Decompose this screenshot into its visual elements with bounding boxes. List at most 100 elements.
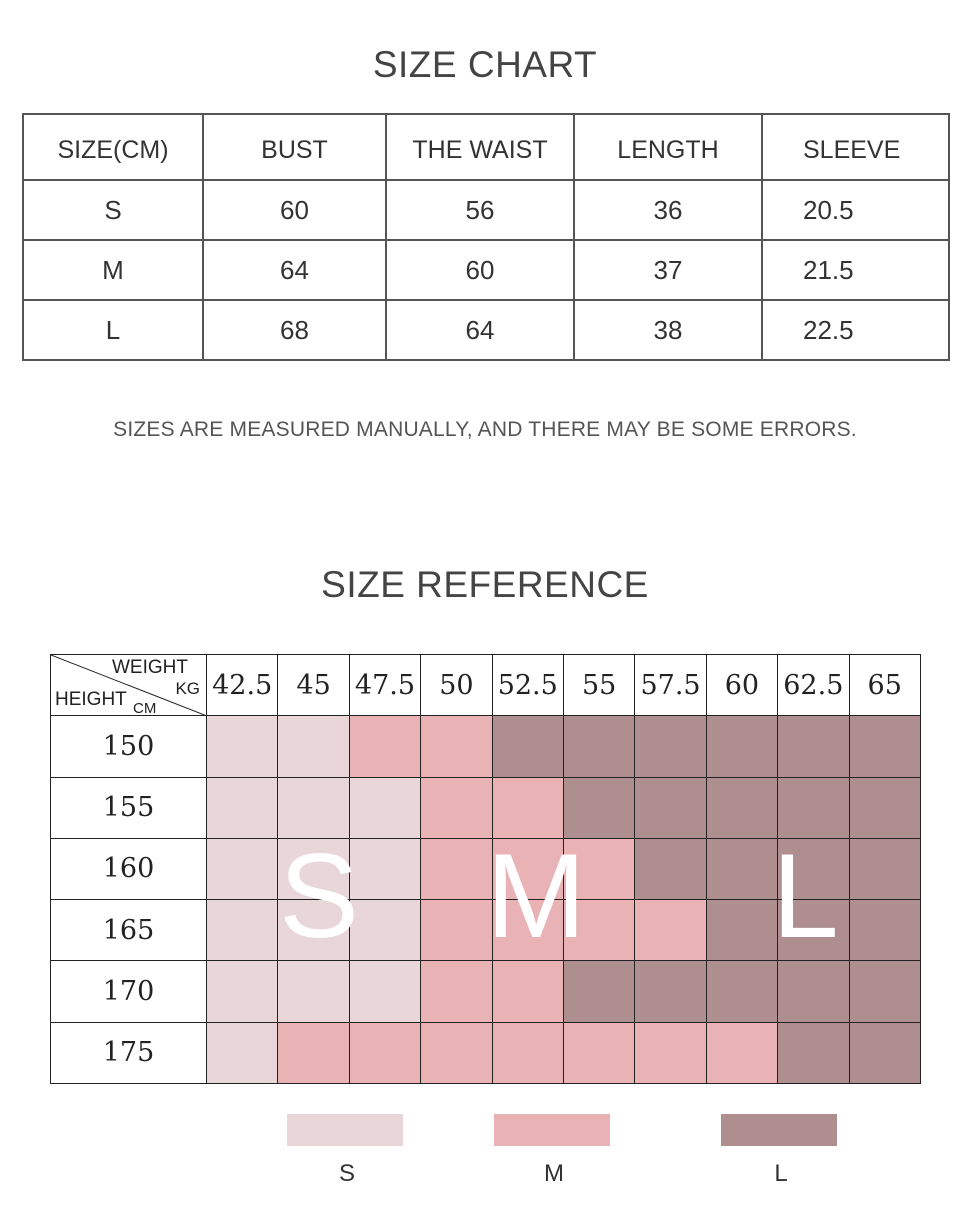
size-l-cell: [705, 776, 779, 839]
size-m-cell: [491, 899, 564, 962]
legend-swatch-s: [287, 1114, 403, 1146]
size-cell: S: [22, 179, 204, 241]
size-l-cell: [634, 837, 707, 901]
sleeve-cell: 22.5: [761, 299, 950, 361]
size-l-cell: [848, 960, 921, 1023]
weight-header-cell: 52.5: [491, 653, 564, 717]
legend-label-l: L: [774, 1160, 788, 1187]
size-l-cell: [777, 715, 850, 778]
diagonal-divider: [51, 655, 206, 715]
height-label: HEIGHT: [55, 689, 127, 711]
sleeve-cell: 21.5: [761, 239, 950, 301]
size-s-cell: [205, 776, 279, 839]
size-s-cell: [277, 776, 350, 839]
header-bust: BUST: [202, 113, 387, 181]
size-m-cell: [420, 960, 493, 1023]
size-s-cell: [348, 776, 422, 839]
size-m-cell: [491, 837, 564, 901]
sleeve-cell: 20.5: [761, 179, 950, 241]
size-l-cell: [705, 899, 779, 962]
height-cell: 155: [50, 776, 207, 839]
size-s-cell: [205, 899, 279, 962]
kg-label: KG: [175, 679, 200, 698]
size-l-cell: [705, 960, 779, 1023]
size-l-cell: [777, 837, 850, 901]
size-chart-table: SIZE(CM) BUST THE WAIST LENGTH SLEEVE S …: [22, 113, 950, 361]
size-m-cell: [562, 837, 636, 901]
size-m-cell: [491, 776, 564, 839]
weight-header-cell: 55: [562, 653, 636, 717]
size-s-cell: [277, 837, 350, 901]
height-cell: 160: [50, 837, 207, 901]
legend-swatch-m: [494, 1114, 610, 1146]
corner-cell: WEIGHT KG HEIGHT CM: [50, 653, 207, 717]
size-s-cell: [205, 960, 279, 1023]
size-m-overlay-letter: M: [486, 829, 586, 963]
size-l-cell: [777, 960, 850, 1023]
weight-header-cell: 65: [848, 653, 921, 717]
size-l-cell: [777, 776, 850, 839]
waist-cell: 60: [385, 239, 575, 301]
size-m-cell: [420, 899, 493, 962]
size-s-cell: [277, 960, 350, 1023]
size-m-cell: [491, 1021, 564, 1085]
legend-label-s: S: [338, 1160, 355, 1187]
length-cell: 37: [573, 239, 763, 301]
size-l-cell: [848, 1021, 921, 1085]
size-m-cell: [420, 837, 493, 901]
size-reference-grid: WEIGHT KG HEIGHT CM 42.5 45 47.5 50 52.5 55 57…: [50, 653, 921, 1085]
size-m-cell: [420, 776, 493, 839]
bust-cell: 60: [202, 179, 387, 241]
length-cell: 36: [573, 179, 763, 241]
size-s-cell: [205, 1021, 279, 1085]
size-l-cell: [562, 715, 636, 778]
size-s-overlay-letter: S: [279, 829, 360, 963]
size-l-cell: [491, 715, 564, 778]
measurement-note: SIZES ARE MEASURED MANUALLY, AND THERE M…: [113, 418, 857, 441]
legend-label-m: M: [544, 1160, 564, 1187]
size-m-cell: [277, 1021, 350, 1085]
size-m-cell: [420, 715, 493, 778]
size-reference-title: SIZE REFERENCE: [321, 564, 649, 605]
header-waist: THE WAIST: [385, 113, 575, 181]
size-chart-title: SIZE CHART: [372, 44, 598, 85]
height-row: 155: [50, 776, 921, 839]
weight-header-cell: 60: [705, 653, 779, 717]
header-length: LENGTH: [573, 113, 763, 181]
header-sleeve: SLEEVE: [761, 113, 950, 181]
size-l-overlay-letter: L: [772, 829, 839, 963]
size-m-cell: [348, 1021, 422, 1085]
size-m-cell: [420, 1021, 493, 1085]
size-l-cell: [848, 715, 921, 778]
size-m-cell: [634, 899, 707, 962]
weight-header-cell: 42.5: [205, 653, 279, 717]
size-s-cell: [348, 960, 422, 1023]
size-s-cell: [348, 899, 422, 962]
height-row: 150: [50, 715, 921, 778]
size-m-cell: [634, 1021, 707, 1085]
cm-label: CM: [133, 700, 157, 716]
weight-header-cell: 50: [420, 653, 493, 717]
height-cell: 165: [50, 899, 207, 962]
size-s-cell: [205, 715, 279, 778]
size-l-cell: [777, 1021, 850, 1085]
weight-header-cell: 62.5: [777, 653, 850, 717]
height-cell: 150: [50, 715, 207, 778]
bust-cell: 64: [202, 239, 387, 301]
size-l-cell: [705, 837, 779, 901]
size-cell: L: [22, 299, 204, 361]
size-l-cell: [634, 960, 707, 1023]
bust-cell: 68: [202, 299, 387, 361]
height-cell: 170: [50, 960, 207, 1023]
height-row: 175: [50, 1021, 921, 1085]
size-s-cell: [277, 715, 350, 778]
size-s-cell: [205, 837, 279, 901]
size-l-cell: [848, 899, 921, 962]
size-chart-row: S 60 56 36 20.5: [22, 179, 950, 241]
size-l-cell: [634, 715, 707, 778]
waist-cell: 56: [385, 179, 575, 241]
height-row: 170: [50, 960, 921, 1023]
waist-cell: 64: [385, 299, 575, 361]
weight-header-cell: 45: [277, 653, 350, 717]
size-m-cell: [562, 1021, 636, 1085]
